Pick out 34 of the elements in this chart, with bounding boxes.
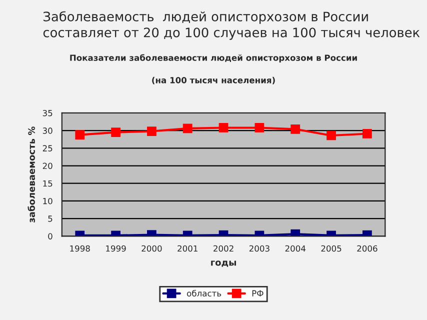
x-tick-label: 2003 xyxy=(249,245,270,252)
y-tick-label: 35 xyxy=(42,110,52,116)
x-axis-title: годы xyxy=(211,260,236,267)
point xyxy=(290,124,300,134)
point xyxy=(111,128,120,138)
x-tick-label: 2000 xyxy=(142,245,162,252)
chart-title: Показатели заболеваемости людей описторхозом в России xyxy=(70,54,357,63)
point xyxy=(254,123,264,132)
point xyxy=(147,126,156,136)
point xyxy=(218,123,228,132)
y-tick-label: 0 xyxy=(48,233,52,240)
chart-subtitle: (на 100 тысяч населения) xyxy=(152,76,275,84)
y-tick-label: 10 xyxy=(43,198,52,204)
y-tick-label: 25 xyxy=(42,145,52,152)
y-tick-label: 5 xyxy=(48,216,52,222)
x-tick-label: 2005 xyxy=(321,245,342,252)
point xyxy=(326,130,336,140)
x-tick-label: 2002 xyxy=(214,245,234,252)
x-tick-label: 1999 xyxy=(106,245,126,252)
text: Заболеваемость людей описторхозом в России составляет от 20 до 100 случаев на 100 тысяч человек xyxy=(43,11,420,40)
x-tick-label: 2004 xyxy=(285,245,306,252)
point xyxy=(75,130,85,140)
legend-label: область xyxy=(187,290,222,296)
point xyxy=(182,124,192,134)
y-tick-label: 30 xyxy=(42,128,52,134)
legend-label: РФ xyxy=(252,290,264,296)
point xyxy=(290,229,300,236)
x-tick-label: 2001 xyxy=(178,245,198,252)
x-tick-label: 1998 xyxy=(70,245,90,252)
x-tick-label: 2006 xyxy=(357,245,378,252)
point xyxy=(362,129,372,138)
y-axis-title: заболеваемость % xyxy=(28,126,35,222)
y-tick-label: 15 xyxy=(43,180,52,187)
y-tick-label: 20 xyxy=(42,162,52,170)
